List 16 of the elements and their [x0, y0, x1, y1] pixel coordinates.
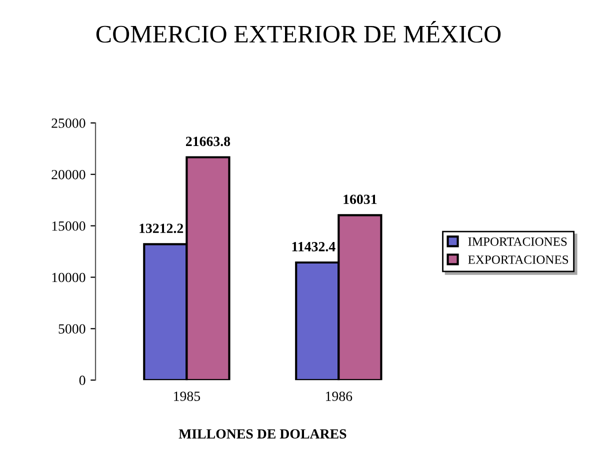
data-label: 11432.4 — [292, 242, 336, 252]
y-tick-label: 5000 — [58, 324, 86, 334]
legend-label: IMPORTACIONES — [468, 237, 567, 246]
data-label: 16031 — [344, 194, 377, 204]
y-tick-label: 0 — [79, 376, 86, 386]
chart-title: COMERCIO EXTERIOR DE MÉXICO — [96, 21, 501, 43]
y-tick-label: 10000 — [52, 272, 86, 282]
y-tick-label: 25000 — [52, 118, 86, 128]
data-label: 21663.8 — [186, 136, 230, 146]
data-label: 13212.2 — [140, 224, 184, 234]
y-tick-label: 20000 — [52, 170, 86, 180]
x-axis-title: MILLONES DE DOLARES — [178, 429, 346, 439]
y-tick-label: 15000 — [52, 221, 86, 231]
x-tick-label: 1985 — [174, 392, 200, 401]
legend-label: EXPORTACIONES — [468, 255, 568, 264]
x-tick-label: 1986 — [326, 392, 352, 401]
